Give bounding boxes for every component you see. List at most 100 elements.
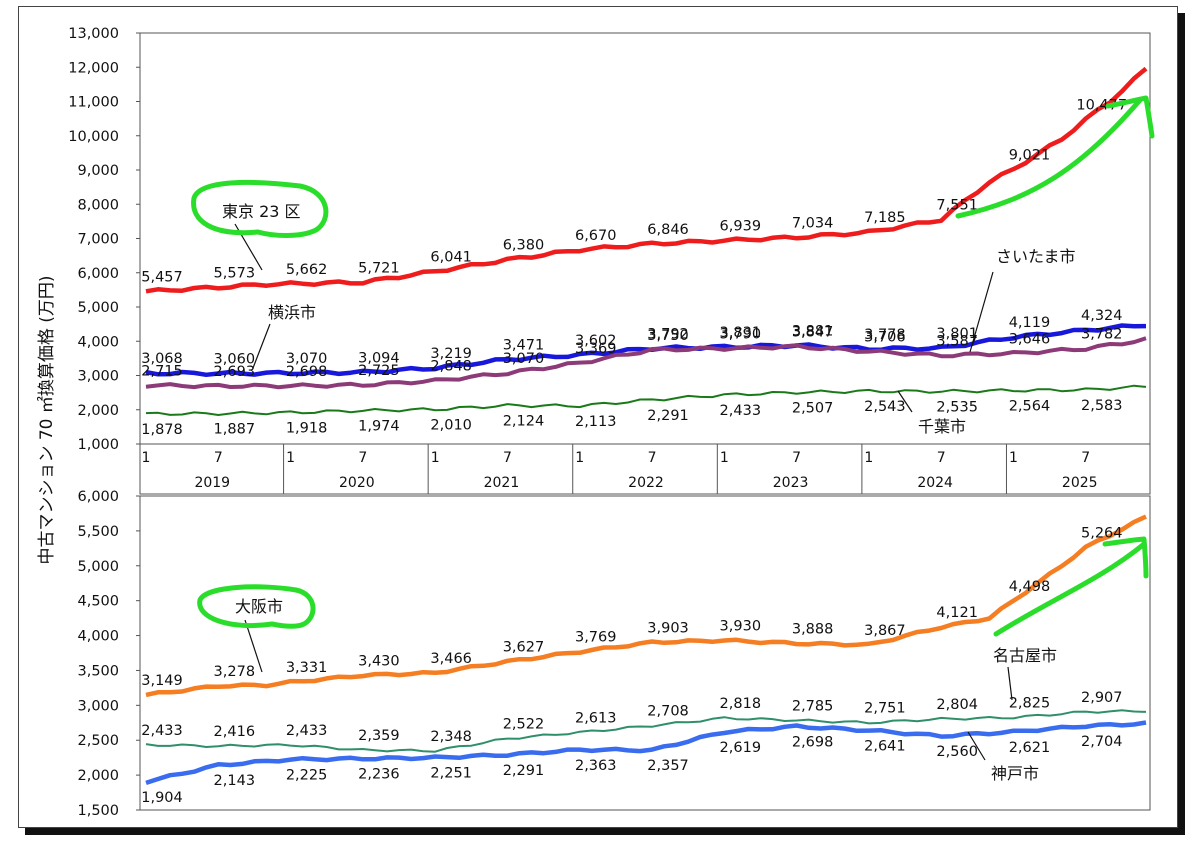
data-label-chiba: 2,564 [1009,398,1051,414]
y-tick-label: 7,000 [77,232,119,248]
data-label-osaka: 3,903 [647,620,689,636]
data-label-nagoya: 2,785 [792,698,834,714]
x-month-tick: 7 [214,450,223,466]
y-tick-label: 11,000 [68,95,119,111]
data-label-osaka: 5,264 [1081,525,1123,541]
data-label-yokohama: 3,587 [936,333,978,349]
data-label-nagoya: 2,907 [1081,690,1123,706]
leader-kobe [967,731,986,761]
data-label-tokyo: 7,551 [936,198,978,214]
highlight-arrow-osaka [993,541,1147,637]
data-label-tokyo: 5,662 [286,262,328,278]
y-tick-label: 5,000 [77,300,119,316]
data-label-saitama: 3,219 [430,346,472,362]
data-label-kobe: 2,698 [792,734,834,750]
data-label-nagoya: 2,416 [214,724,256,740]
data-label-chiba: 2,535 [936,399,978,415]
data-label-yokohama: 3,847 [792,324,834,340]
data-label-saitama: 3,070 [286,351,328,367]
leader-yokohama [252,323,271,369]
data-label-kobe: 1,904 [141,790,183,806]
highlight-arrowhead-tokyo [1105,95,1155,139]
highlight-arrow-tokyo [955,97,1143,219]
data-label-chiba: 2,124 [503,414,545,430]
top-y-ticks: 1,000 2,000 3,000 4,000 5,000 6,000 7,000 8,000… [68,26,140,453]
series-line-tokyo [145,66,1148,294]
series-line-osaka [145,514,1147,698]
highlight-circle-tokyo [191,179,329,238]
data-label-nagoya: 2,613 [575,710,617,726]
x-year-label: 2025 [1062,475,1098,491]
x-year-label: 2023 [773,475,809,491]
x-axis-ticks: 1 7 2019 1 7 2020 1 7 2021 1 7 2022 1 7 2023 1 7 2024 1 7 20… [142,444,1098,494]
series-lines [145,66,1148,786]
data-label-nagoya: 2,348 [430,729,472,745]
y-tick-label: 8,000 [77,197,119,213]
y-axis-label: 中古マンション 70 ㎡換算価格 (万円) [37,275,57,564]
legend-chiba: 千葉市 [918,417,966,436]
data-label-nagoya: 2,522 [503,717,545,733]
y-tick-label: 4,000 [77,629,119,645]
data-label-osaka: 3,627 [503,640,545,656]
highlight-circle-osaka [197,584,316,629]
data-label-saitama: 3,801 [936,326,978,342]
data-label-kobe: 2,619 [720,740,762,756]
data-label-chiba: 1,887 [214,422,256,438]
data-label-kobe: 2,363 [575,758,617,774]
x-axis-table [139,443,1151,495]
y-tick-label: 3,000 [77,369,119,385]
data-label-tokyo: 6,380 [503,238,545,254]
x-month-tick: 1 [720,450,729,466]
data-label-osaka: 3,888 [792,621,834,637]
series-line-yokohama [145,336,1147,390]
data-label-kobe: 2,560 [936,744,978,760]
data-label-kobe: 2,357 [647,758,689,774]
data-label-saitama: 3,778 [864,327,906,343]
legend-kobe: 神戸市 [991,764,1039,783]
data-label-yokohama: 3,790 [720,326,762,342]
x-year-label: 2019 [194,475,230,491]
y-tick-label: 9,000 [77,163,119,179]
data-label-osaka: 3,769 [575,630,617,646]
data-label-kobe: 2,621 [1009,740,1051,756]
data-label-chiba: 1,918 [286,421,328,437]
chart-frame [18,6,1178,828]
data-label-kobe: 2,225 [286,767,328,783]
x-year-label: 2020 [339,475,375,491]
data-label-saitama: 3,831 [720,325,762,341]
x-month-tick: 7 [937,450,946,466]
data-label-kobe: 2,143 [214,773,256,789]
data-label-yokohama: 2,693 [214,364,256,380]
data-label-chiba: 2,113 [575,414,617,430]
data-label-osaka: 3,149 [141,673,183,689]
data-label-nagoya: 2,359 [358,728,400,744]
data-label-nagoya: 2,818 [720,696,762,712]
y-tick-label: 2,500 [77,733,119,749]
data-label-chiba: 2,507 [792,400,834,416]
data-label-chiba: 2,583 [1081,398,1123,414]
data-label-nagoya: 2,433 [141,723,183,739]
data-label-saitama: 3,602 [575,333,617,349]
data-label-osaka: 3,278 [214,664,256,680]
x-month-tick: 1 [575,450,584,466]
data-label-yokohama: 3,706 [864,329,906,345]
data-label-kobe: 2,704 [1081,734,1123,750]
y-tick-label: 4,000 [77,334,119,350]
legend-saitama: さいたま市 [996,247,1076,266]
data-label-chiba: 2,010 [430,417,472,433]
data-label-nagoya: 2,708 [647,704,689,720]
data-label-tokyo: 5,721 [358,260,400,276]
data-label-yokohama: 3,646 [1009,331,1051,347]
data-label-saitama: 3,471 [503,337,545,353]
x-year-label: 2021 [484,475,520,491]
data-label-saitama: 3,792 [647,326,689,342]
data-label-chiba: 2,543 [864,399,906,415]
x-year-label: 2022 [628,475,664,491]
data-labels: 5,457 5,573 5,662 5,721 6,041 6,380 6,670 6,846… [141,97,1127,805]
highlight-arrowhead-osaka [1102,536,1149,579]
legend-yokohama: 横浜市 [268,303,316,322]
legend-tokyo: 東京 23 区 [222,202,301,221]
data-label-tokyo: 9,021 [1009,147,1051,163]
bottom-plot-area [139,495,1151,811]
data-label-osaka: 3,331 [286,660,328,676]
